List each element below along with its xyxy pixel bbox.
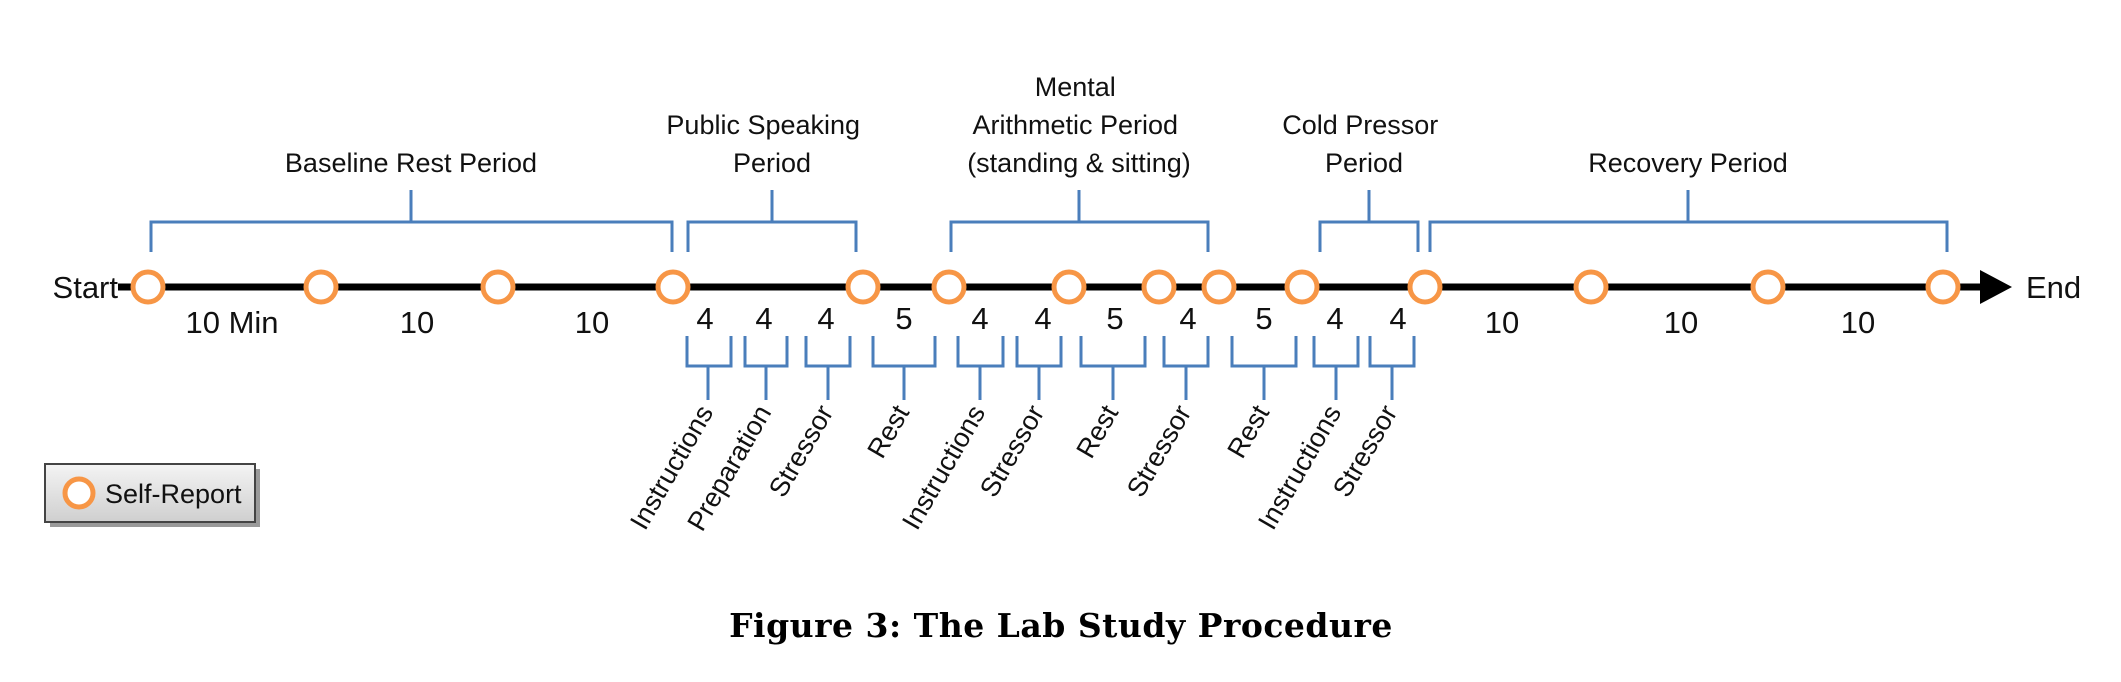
phase-brackets bbox=[685, 336, 1416, 400]
period-bracket-cold-pressor bbox=[1318, 190, 1420, 252]
self-report-marker bbox=[1201, 269, 1237, 305]
phase-bracket bbox=[871, 336, 937, 400]
phase-label: Stressor bbox=[1121, 400, 1197, 502]
period-bracket-mental-arithmetic bbox=[949, 190, 1210, 252]
start-label: Start bbox=[53, 270, 119, 305]
period-label-baseline: Baseline Rest Period bbox=[285, 148, 537, 178]
legend-label: Self-Report bbox=[105, 479, 242, 509]
phase-bracket bbox=[1079, 336, 1147, 400]
self-report-marker bbox=[845, 269, 881, 305]
figure-caption: Figure 3: The Lab Study Procedure bbox=[729, 606, 1393, 645]
self-report-marker bbox=[655, 269, 691, 305]
duration-label: 10 bbox=[1841, 305, 1875, 340]
duration-label: 10 bbox=[400, 305, 434, 340]
phase-bracket bbox=[1015, 336, 1063, 400]
phase-bracket bbox=[1312, 336, 1360, 400]
duration-label: 4 bbox=[1179, 301, 1196, 336]
phase-bracket bbox=[956, 336, 1005, 400]
period-labels: Baseline Rest Period Public Speaking Per… bbox=[285, 72, 1788, 178]
phase-bracket bbox=[804, 336, 852, 400]
self-report-marker bbox=[1141, 269, 1177, 305]
duration-label: 5 bbox=[895, 301, 912, 336]
duration-label: 4 bbox=[1326, 301, 1343, 336]
phase-bracket bbox=[743, 336, 789, 400]
phase-label: Rest bbox=[1221, 400, 1275, 464]
timeline-arrowhead bbox=[1980, 270, 2012, 304]
period-brackets bbox=[149, 190, 1949, 252]
period-label-cold-pressor: Cold Pressor Period bbox=[1282, 110, 1446, 178]
legend: Self-Report bbox=[44, 463, 260, 527]
phase-label: Rest bbox=[1070, 400, 1124, 464]
duration-label: 10 bbox=[1485, 305, 1519, 340]
period-bracket-recovery bbox=[1428, 190, 1949, 252]
duration-label: 4 bbox=[696, 301, 713, 336]
duration-label: 10 bbox=[575, 305, 609, 340]
duration-label: 4 bbox=[1034, 301, 1051, 336]
period-label-mental-arithmetic: Mental Arithmetic Period (standing & sit… bbox=[967, 72, 1191, 178]
duration-label: 4 bbox=[1389, 301, 1406, 336]
phase-bracket bbox=[685, 336, 733, 400]
period-label-public-speaking: Public Speaking Period bbox=[666, 110, 867, 178]
duration-label: 5 bbox=[1106, 301, 1123, 336]
self-report-marker bbox=[1573, 269, 1609, 305]
self-report-marker bbox=[1051, 269, 1087, 305]
duration-label: 10 bbox=[1664, 305, 1698, 340]
duration-label: 10 Min bbox=[185, 305, 278, 340]
duration-label: 4 bbox=[971, 301, 988, 336]
self-report-marker bbox=[480, 269, 516, 305]
phase-bracket bbox=[1162, 336, 1210, 400]
orange-circle-icon bbox=[62, 476, 96, 510]
phase-labels: Instructions Preparation Stressor Rest I… bbox=[624, 400, 1403, 536]
self-report-markers bbox=[130, 269, 1961, 305]
duration-label: 4 bbox=[755, 301, 772, 336]
period-bracket-baseline bbox=[149, 190, 674, 252]
period-label-recovery: Recovery Period bbox=[1588, 148, 1788, 178]
self-report-marker bbox=[130, 269, 166, 305]
duration-label: 4 bbox=[817, 301, 834, 336]
self-report-marker bbox=[1407, 269, 1443, 305]
self-report-marker bbox=[303, 269, 339, 305]
duration-labels: 10 Min 10 10 4 4 4 5 4 4 5 4 5 4 4 10 10… bbox=[185, 301, 1875, 340]
self-report-marker bbox=[931, 269, 967, 305]
phase-bracket bbox=[1368, 336, 1416, 400]
self-report-marker bbox=[1284, 269, 1320, 305]
period-bracket-public-speaking bbox=[686, 190, 858, 252]
phase-bracket bbox=[1230, 336, 1298, 400]
self-report-marker bbox=[1925, 269, 1961, 305]
duration-label: 5 bbox=[1255, 301, 1272, 336]
self-report-marker bbox=[1750, 269, 1786, 305]
end-label: End bbox=[2026, 270, 2081, 305]
phase-label: Rest bbox=[861, 400, 915, 464]
